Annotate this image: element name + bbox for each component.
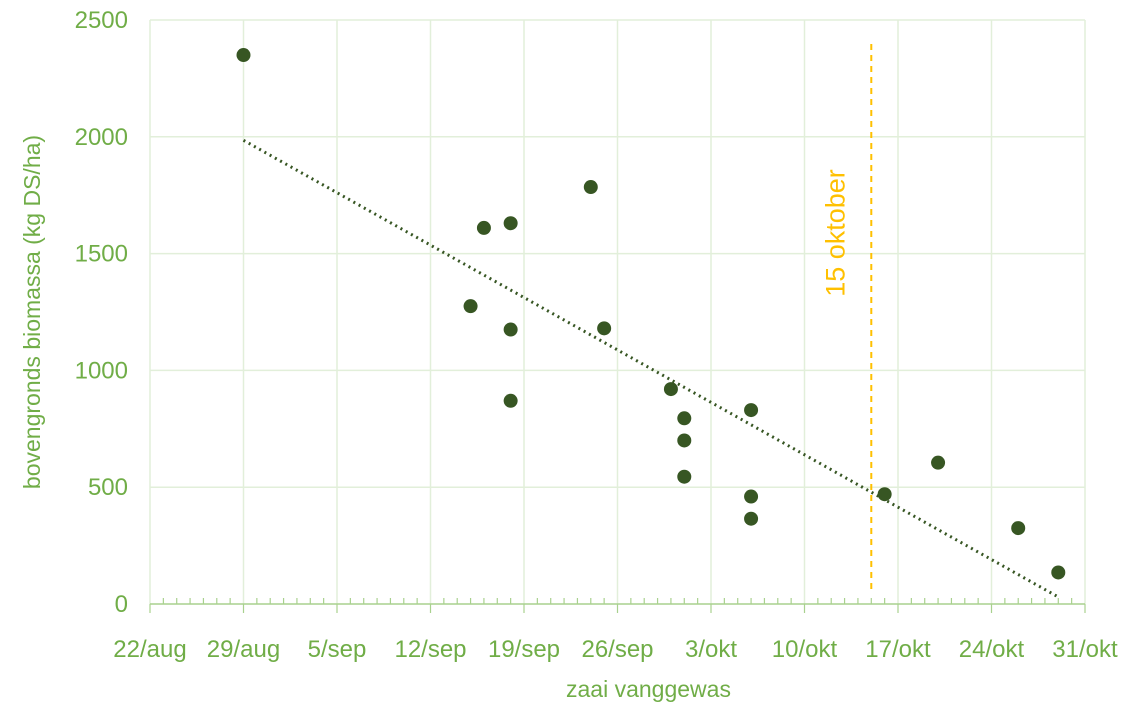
gridlines [149,19,1086,604]
x-tick-label: 29/aug [207,636,280,663]
x-tick-label: 10/okt [772,636,838,663]
reference-line-label: 15 oktober [820,169,850,297]
y-axis: 0 500 1000 1500 2000 2500 [75,7,128,618]
x-tick-label: 19/sep [488,636,560,663]
y-tick-label: 1500 [75,241,128,268]
y-tick-label: 500 [88,474,128,501]
data-point [476,220,491,235]
data-point [931,455,946,470]
x-axis-title: zaai vanggewas [566,676,731,702]
data-point [597,321,612,336]
data-point [744,403,759,418]
y-tick-label: 2500 [75,7,128,34]
x-tick-label: 31/okt [1052,636,1118,663]
y-tick-label: 0 [115,591,128,618]
data-point [503,322,518,337]
x-tick-label: 12/sep [394,636,466,663]
x-tick-label: 26/sep [581,636,653,663]
data-point [463,299,478,314]
x-tick-label: 17/okt [865,636,931,663]
reference-line-group: 15 oktober [820,44,873,590]
x-tick-label: 3/okt [685,636,737,663]
x-tick-label: 5/sep [308,636,367,663]
x-axis: 22/aug 29/aug 5/sep 12/sep 19/sep 26/sep 3/okt… [113,598,1118,663]
data-point [663,382,678,397]
trendline [242,138,1060,599]
data-point [236,48,251,63]
data-point [677,433,692,448]
data-point [503,393,518,408]
data-point [677,411,692,426]
y-axis-title: bovengronds biomassa (kg DS/ha) [19,135,45,489]
trendline-group [242,138,1060,599]
data-point [1011,521,1026,536]
y-tick-label: 1000 [75,357,128,384]
x-tick-label: 22/aug [113,636,186,663]
y-tick-label: 2000 [75,124,128,151]
data-point [744,511,759,526]
data-point [744,489,759,504]
data-point [503,216,518,231]
data-point [877,487,892,502]
data-point [583,180,598,195]
data-point [677,469,692,484]
data-point [1051,565,1066,580]
x-tick-label: 24/okt [959,636,1025,663]
data-points [236,48,1066,580]
